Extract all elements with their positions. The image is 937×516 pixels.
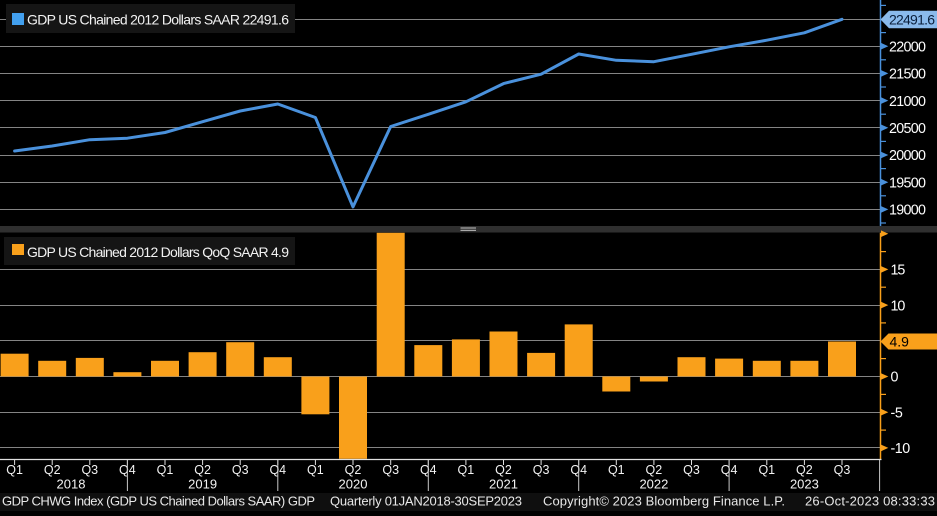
svg-text:21000: 21000 <box>889 94 926 110</box>
svg-text:GDP CHWG Index (GDP US Chained: GDP CHWG Index (GDP US Chained Dollars S… <box>2 494 315 509</box>
svg-text:22491.6: 22491.6 <box>889 12 935 28</box>
svg-text:2021: 2021 <box>489 477 518 492</box>
svg-text:GDP US Chained 2012 Dollars SA: GDP US Chained 2012 Dollars SAAR 22491.6 <box>27 12 289 28</box>
svg-text:10: 10 <box>891 298 906 314</box>
svg-text:2022: 2022 <box>639 477 668 492</box>
svg-text:GDP US Chained 2012 Dollars Qo: GDP US Chained 2012 Dollars QoQ SAAR 4.9 <box>27 244 289 260</box>
svg-text:2020: 2020 <box>339 477 368 492</box>
svg-text:Q2: Q2 <box>495 463 512 477</box>
svg-text:Q3: Q3 <box>533 463 550 477</box>
svg-text:22000: 22000 <box>889 39 926 55</box>
svg-text:Q3: Q3 <box>232 463 249 477</box>
svg-text:21500: 21500 <box>889 67 926 83</box>
svg-text:Q1: Q1 <box>608 463 625 477</box>
svg-text:Q3: Q3 <box>382 463 399 477</box>
svg-text:Q1: Q1 <box>6 463 23 477</box>
svg-text:Q2: Q2 <box>345 463 362 477</box>
svg-text:Q1: Q1 <box>758 463 775 477</box>
svg-text:Quarterly 01JAN2018-30SEP2023: Quarterly 01JAN2018-30SEP2023 <box>330 494 522 509</box>
svg-text:15: 15 <box>891 263 906 279</box>
svg-text:Q1: Q1 <box>458 463 475 477</box>
svg-text:19500: 19500 <box>889 175 926 191</box>
svg-text:Q2: Q2 <box>796 463 813 477</box>
svg-text:-10: -10 <box>891 441 911 457</box>
svg-text:-5: -5 <box>891 405 903 421</box>
svg-text:19000: 19000 <box>889 203 926 219</box>
svg-text:Q3: Q3 <box>683 463 700 477</box>
svg-text:20000: 20000 <box>889 148 926 164</box>
svg-text:Q2: Q2 <box>194 463 211 477</box>
svg-text:Q3: Q3 <box>834 463 851 477</box>
svg-text:2019: 2019 <box>188 477 217 492</box>
svg-text:2023: 2023 <box>790 477 819 492</box>
svg-text:Q1: Q1 <box>307 463 324 477</box>
svg-text:Q2: Q2 <box>44 463 61 477</box>
svg-text:26-Oct-2023 08:33:33: 26-Oct-2023 08:33:33 <box>805 494 935 509</box>
svg-text:Copyright© 2023 Bloomberg Fina: Copyright© 2023 Bloomberg Finance L.P. <box>543 494 785 509</box>
svg-text:2018: 2018 <box>57 477 86 492</box>
svg-text:Q2: Q2 <box>646 463 663 477</box>
svg-text:20500: 20500 <box>889 121 926 137</box>
svg-text:Q3: Q3 <box>81 463 98 477</box>
svg-text:Q1: Q1 <box>157 463 174 477</box>
svg-text:0: 0 <box>891 370 899 386</box>
svg-text:4.9: 4.9 <box>890 334 910 350</box>
